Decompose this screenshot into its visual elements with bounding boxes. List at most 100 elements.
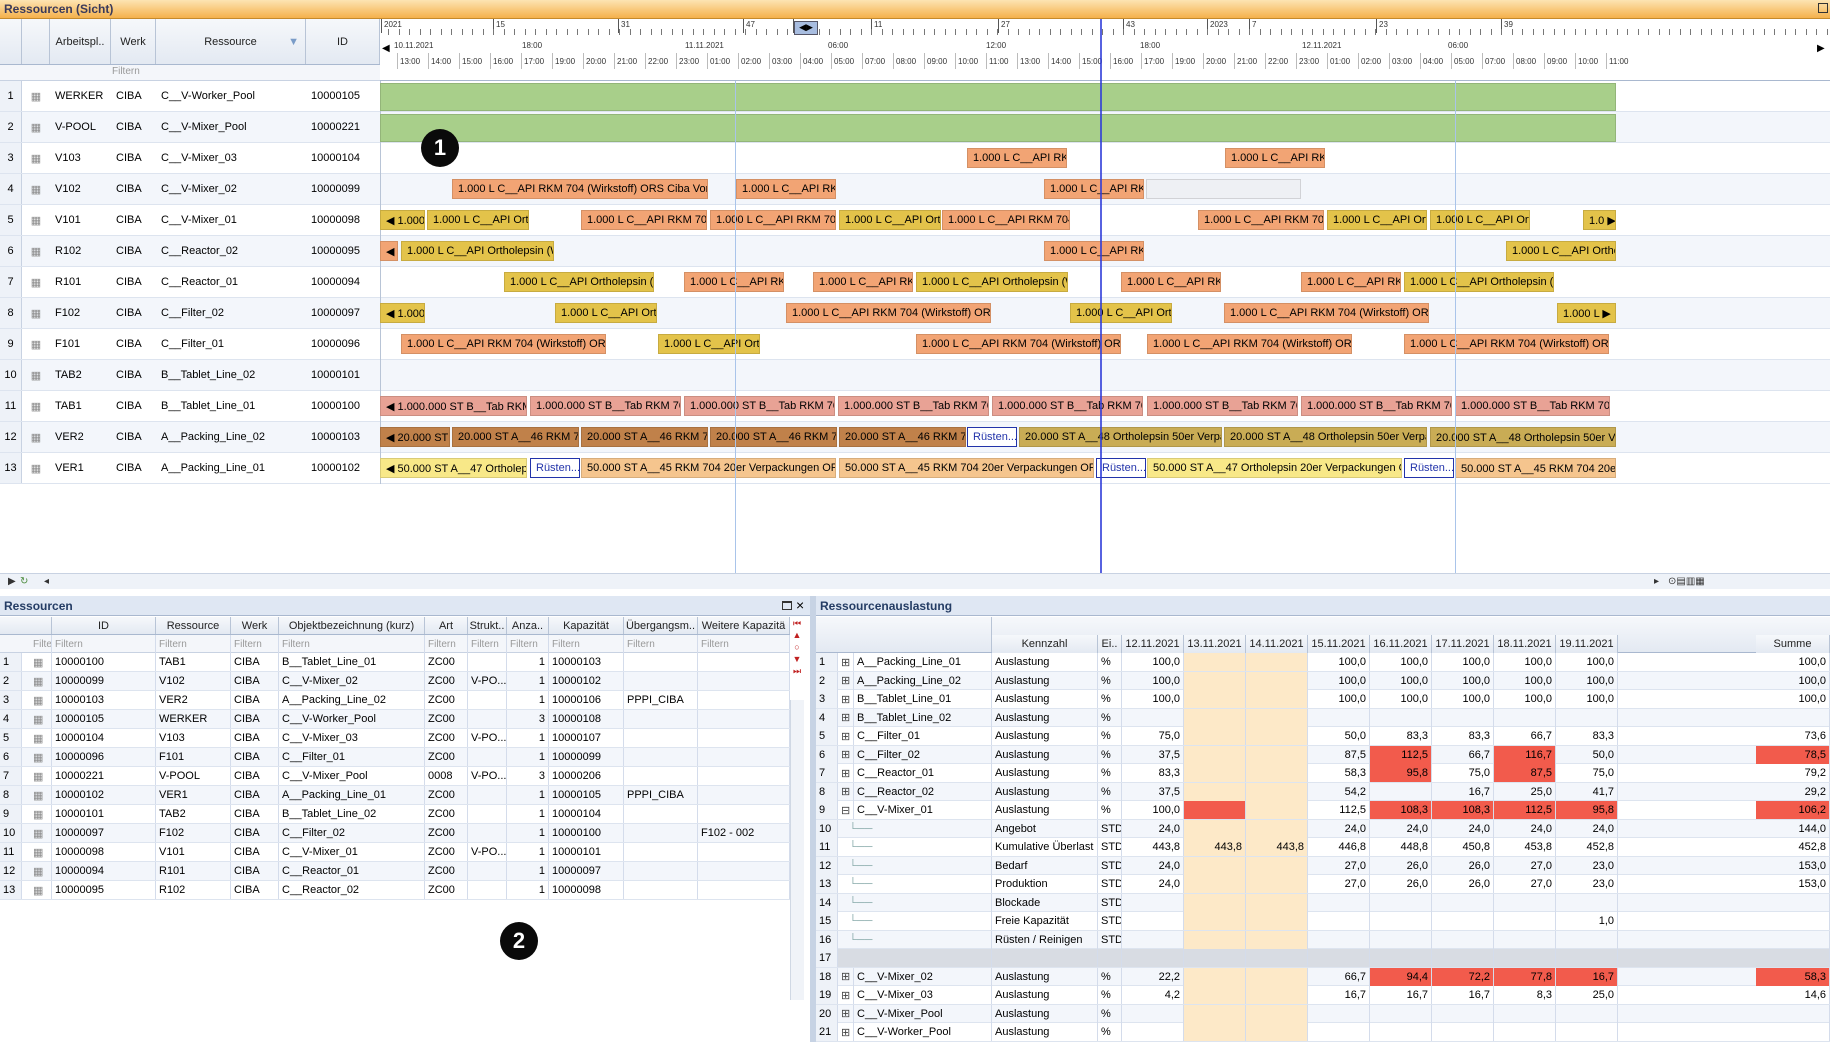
gantt-order-bar[interactable]: 1.000 L C__API Orthol [555, 303, 657, 323]
expand-icon[interactable]: ⊞ [838, 708, 854, 727]
drag-handle-icon[interactable]: ▦ [30, 748, 52, 766]
refresh-icon[interactable]: ↻ [20, 576, 29, 587]
gantt-order-bar[interactable]: 1.000 L C__API RKM 704 (W [1198, 210, 1324, 230]
utilization-table-row[interactable]: 12 └── Bedarf STD 24,0 27,0 26,0 26,0 27,0 23,0 15… [816, 856, 1830, 875]
panel-divider[interactable] [810, 596, 816, 1042]
gantt-order-bar[interactable]: ◀ 1.000 [380, 210, 425, 230]
utilization-table-row[interactable]: 9 ⊟ C__V-Mixer_01 Auslastung% 100,0 112,5 108,… [816, 801, 1830, 820]
gantt-order-bar[interactable]: 1.000 L C__API RKM 704 (Wirkstoff) ORS C… [786, 303, 991, 323]
utilization-table-row[interactable]: 5 ⊞ C__Filter_01 Auslastung% 75,0 50,0 83,3 83,… [816, 727, 1830, 746]
resources-col-header[interactable]: Art [425, 617, 468, 634]
gantt-order-bar[interactable]: ◀ 1.000.000 ST B__Tab RKM 704 [380, 396, 527, 416]
drag-handle-icon[interactable]: ▦ [30, 672, 52, 690]
utilization-table-row[interactable]: 14 └── Blockade STD [816, 893, 1830, 912]
gantt-order-bar[interactable]: 50.000 ST A__47 Ortholepsin 20er Verpack… [1147, 458, 1402, 478]
expand-icon[interactable]: ⊞ [838, 653, 854, 671]
gantt-order-bar[interactable]: 1.000 L C__API RKM 7 [1121, 272, 1221, 292]
gantt-order-bar[interactable]: 20.000 ST A__46 RKM 704 5 [452, 427, 579, 447]
maximize-icon[interactable] [782, 601, 792, 610]
gantt-order-bar[interactable]: 1.000 L C__API RKM 704 (Wirkstoff) ORS C… [401, 334, 606, 354]
drag-handle-icon[interactable]: ▦ [30, 729, 52, 747]
gantt-row[interactable]: 3 ▦ V103 CIBA C__V-Mixer_03 10000104 [0, 143, 1830, 174]
filter-input[interactable]: Filtern [156, 635, 231, 653]
gantt-order-bar[interactable]: 1.000 L C__API RKM 704 (Wirkstoff) ORS C… [1224, 303, 1429, 323]
gantt-order-bar[interactable]: 1.000.000 ST B__Tab RKM 704 Tat [838, 396, 989, 416]
gantt-order-bar[interactable]: 1.000 L C__API RKM 704 (Wirkstoff) ORS C… [1147, 334, 1352, 354]
resources-col-header[interactable]: Anza.. [507, 617, 549, 634]
filter-input[interactable]: Filtern [549, 635, 624, 653]
utilization-table-row[interactable]: 11 └── Kumulative Überlast STD 443,8 443,8 443… [816, 838, 1830, 857]
expand-icon[interactable]: ⊞ [838, 671, 854, 690]
gantt-order-bar[interactable]: 1.0 ▶ [1583, 210, 1616, 230]
utilization-table-row[interactable]: 21 ⊞ C__V-Worker_Pool Auslastung% [816, 1023, 1830, 1042]
utilization-table-row[interactable]: 6 ⊞ C__Filter_02 Auslastung% 37,5 87,5 112,5 66… [816, 745, 1830, 764]
gantt-order-bar[interactable]: Rüsten... [1096, 458, 1146, 478]
utilization-col-header[interactable]: 16.11.2021 [1370, 635, 1432, 653]
view-options-icon[interactable]: ⊙▤▥▦ [1668, 576, 1705, 587]
drag-handle-icon[interactable]: ▦ [30, 183, 42, 196]
utilization-col-header[interactable]: Kennzahl [992, 635, 1098, 653]
gantt-order-bar[interactable]: 1.000 L ▶ [1557, 303, 1616, 323]
gantt-order-bar[interactable] [1146, 179, 1301, 199]
resources-table-row[interactable]: 5 ▦ 10000104 V103 CIBA C__V-Mixer_03 ZC00 V-PO.… [0, 729, 790, 748]
scroll-right-icon[interactable]: ▸ [1654, 576, 1660, 587]
gantt-order-bar[interactable]: 20.000 ST A__48 Ortholepsin 50er Verpack… [1224, 427, 1427, 447]
drag-handle-icon[interactable]: ▦ [30, 710, 52, 728]
utilization-table-row[interactable]: 18 ⊞ C__V-Mixer_02 Auslastung% 22,2 66,7 94,4 7… [816, 967, 1830, 986]
gantt-order-bar[interactable]: 1.000 L C__API Orthol [1070, 303, 1172, 323]
gantt-order-bar[interactable]: 1.000 L C__API RKM 7 [1301, 272, 1401, 292]
utilization-col-header[interactable]: 14.11.2021 [1246, 635, 1308, 653]
utilization-table-row[interactable]: 19 ⊞ C__V-Mixer_03 Auslastung% 4,2 16,7 16,7 16… [816, 986, 1830, 1005]
gantt-order-bar[interactable]: 20.000 ST A__46 RKM 704 5 [581, 427, 708, 447]
resources-col-header[interactable]: Kapazität [549, 617, 624, 634]
resources-col-header[interactable]: Ressource [156, 617, 231, 634]
col-ressource-header[interactable]: Ressource ▼ [156, 19, 306, 64]
gantt-order-bar[interactable]: ◀ 20.000 ST A [380, 427, 450, 447]
utilization-col-header[interactable]: 18.11.2021 [1494, 635, 1556, 653]
gantt-order-bar[interactable]: 50.000 ST A__45 RKM 704 20er Verpackunge… [839, 458, 1094, 478]
gantt-order-bar[interactable]: 1.000.000 ST B__Tab RKM 704 Tat [684, 396, 835, 416]
expand-icon[interactable]: ⊟ [838, 801, 854, 819]
expand-icon[interactable]: ⊞ [838, 986, 854, 1004]
gantt-order-bar[interactable]: 1.000.000 ST B__Tab RKM 704 Tat [1301, 396, 1452, 416]
gantt-order-bar[interactable]: 1.000 L C__API Orthol [1327, 210, 1427, 230]
gantt-order-bar[interactable]: 1.000 L C__API RKM 704 (W [710, 210, 836, 230]
gantt-order-bar[interactable]: 1.000 L C__API RKM 7 [813, 272, 913, 292]
gantt-order-bar[interactable]: 1.000 L C__API Ortho [1506, 241, 1616, 261]
resources-col-header[interactable]: Strukt.. [468, 617, 507, 634]
utilization-table-row[interactable]: 13 └── Produktion STD 24,0 27,0 26,0 26,0 27,0 23… [816, 875, 1830, 894]
col-id-header[interactable]: ID [306, 19, 380, 64]
play-icon[interactable]: ▶ [8, 576, 16, 587]
drag-handle-icon[interactable]: ▦ [30, 824, 52, 842]
drag-handle-icon[interactable]: ▦ [30, 653, 52, 671]
gantt-order-bar[interactable]: 1.000 L C__API RKM 704 (Wirkstoff) ORS C… [916, 334, 1121, 354]
filter-input[interactable]: Filtern [624, 635, 698, 653]
filter-input[interactable]: Filtern [468, 635, 507, 653]
gantt-order-bar[interactable]: ◀ 1.000 [380, 303, 425, 323]
utilization-table-row[interactable]: 16 └── Rüsten / Reinigen STD [816, 930, 1830, 949]
resources-table-row[interactable]: 1 ▦ 10000100 TAB1 CIBA B__Tablet_Line_01 ZC00 1… [0, 653, 790, 672]
utilization-table-row[interactable]: 15 └── Freie Kapazität STD 1,0 [816, 912, 1830, 931]
gantt-order-bar[interactable]: 1.000.000 ST B__Tab RKM 704 Tat [992, 396, 1143, 416]
drag-handle-icon[interactable]: ▦ [30, 431, 42, 444]
gantt-order-bar[interactable]: 1.000 L C__API Ortholepsin (Wirks [1404, 272, 1554, 292]
drag-handle-icon[interactable]: ▦ [30, 462, 42, 475]
gantt-row[interactable]: 4 ▦ V102 CIBA C__V-Mixer_02 10000099 [0, 174, 1830, 205]
scroll-left-icon[interactable]: ◂ [44, 576, 50, 587]
utilization-col-header[interactable]: 12.11.2021 [1122, 635, 1184, 653]
gantt-order-bar[interactable] [380, 114, 1616, 142]
top-panel-close-icon[interactable] [1818, 3, 1828, 13]
gantt-order-bar[interactable]: 1.000 L C__API RKM 704 (Wirkstoff) ORS C… [452, 179, 708, 199]
col-werk-header[interactable]: Werk [111, 19, 156, 64]
filter-input[interactable]: Filtern [698, 635, 790, 653]
gantt-order-bar[interactable]: 50.000 ST A__45 RKM 704 20er V ▶ [1455, 458, 1616, 478]
resources-col-header[interactable]: Objektbezeichnung (kurz) [279, 617, 425, 634]
gantt-order-bar[interactable]: 1.000 L C__API RKM 704 (Wirkstoff) ORS C… [1404, 334, 1609, 354]
utilization-table-row[interactable]: 4 ⊞ B__Tablet_Line_02 Auslastung% [816, 708, 1830, 727]
filter-input[interactable]: Filtern [52, 635, 156, 653]
gantt-order-bar[interactable]: ◀ 50.000 ST A__47 Ortholepsin 2 [380, 458, 527, 478]
drag-handle-icon[interactable]: ▦ [30, 245, 42, 258]
utilization-col-header[interactable]: 17.11.2021 [1432, 635, 1494, 653]
utilization-table-row[interactable]: 1 ⊞ A__Packing_Line_01 Auslastung% 100,0 100,… [816, 653, 1830, 672]
drag-handle-icon[interactable]: ▦ [30, 767, 52, 785]
